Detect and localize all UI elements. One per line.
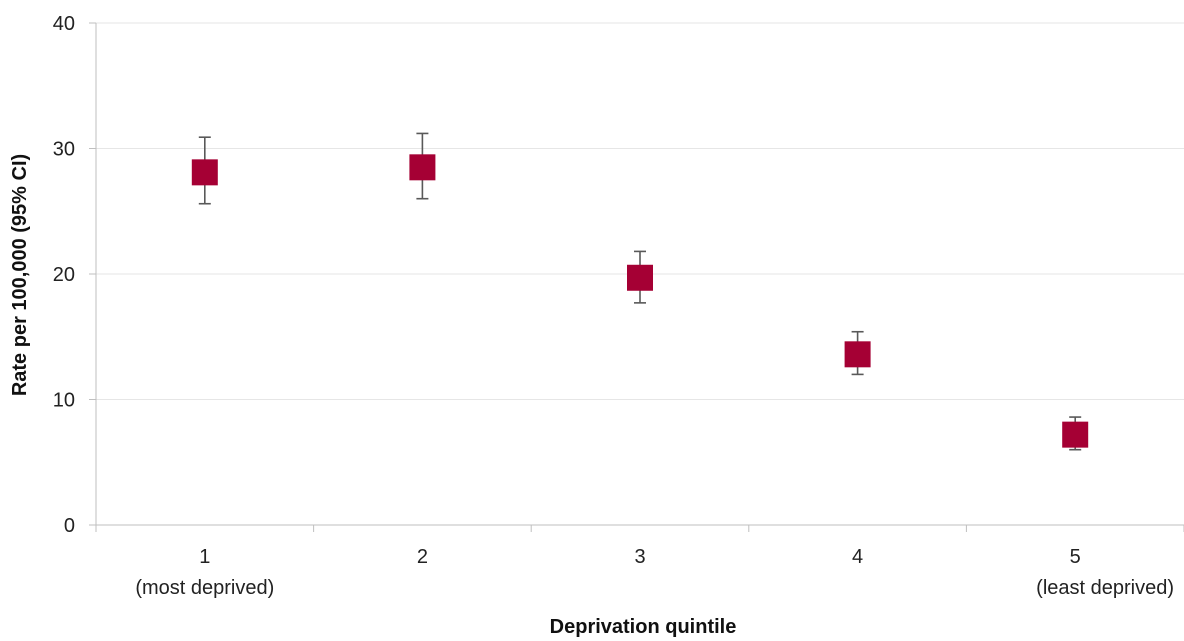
x-category-label: 4	[852, 546, 863, 568]
x-axis-title: Deprivation quintile	[550, 616, 737, 638]
x-category-label: 1	[199, 546, 210, 568]
x-category-label: 5	[1070, 546, 1081, 568]
y-tick-label: 0	[64, 515, 75, 537]
y-tick-label: 40	[53, 13, 75, 35]
x-category-label: 3	[634, 546, 645, 568]
y-tick-label: 10	[53, 390, 75, 412]
y-axis-title: Rate per 100,000 (95% CI)	[9, 154, 31, 396]
x-category-label: 2	[417, 546, 428, 568]
data-point	[191, 159, 218, 186]
error-bars	[198, 132, 1082, 451]
axes	[89, 22, 1184, 532]
x-category-sublabel: (most deprived)	[135, 577, 274, 599]
data-points	[191, 154, 1089, 448]
data-point	[409, 154, 436, 181]
data-point	[844, 341, 871, 368]
x-category-sublabel: (least deprived)	[1036, 577, 1174, 599]
data-point	[627, 264, 653, 291]
y-tick-labels: 0 10 20 30 40	[53, 13, 75, 537]
data-point	[1062, 421, 1089, 448]
x-category-labels: 1 (most deprived) 2 3 4 5 (least deprived)	[135, 546, 1174, 599]
gridlines	[96, 22, 1184, 400]
y-tick-label: 20	[53, 264, 75, 286]
y-tick-label: 30	[53, 139, 75, 161]
